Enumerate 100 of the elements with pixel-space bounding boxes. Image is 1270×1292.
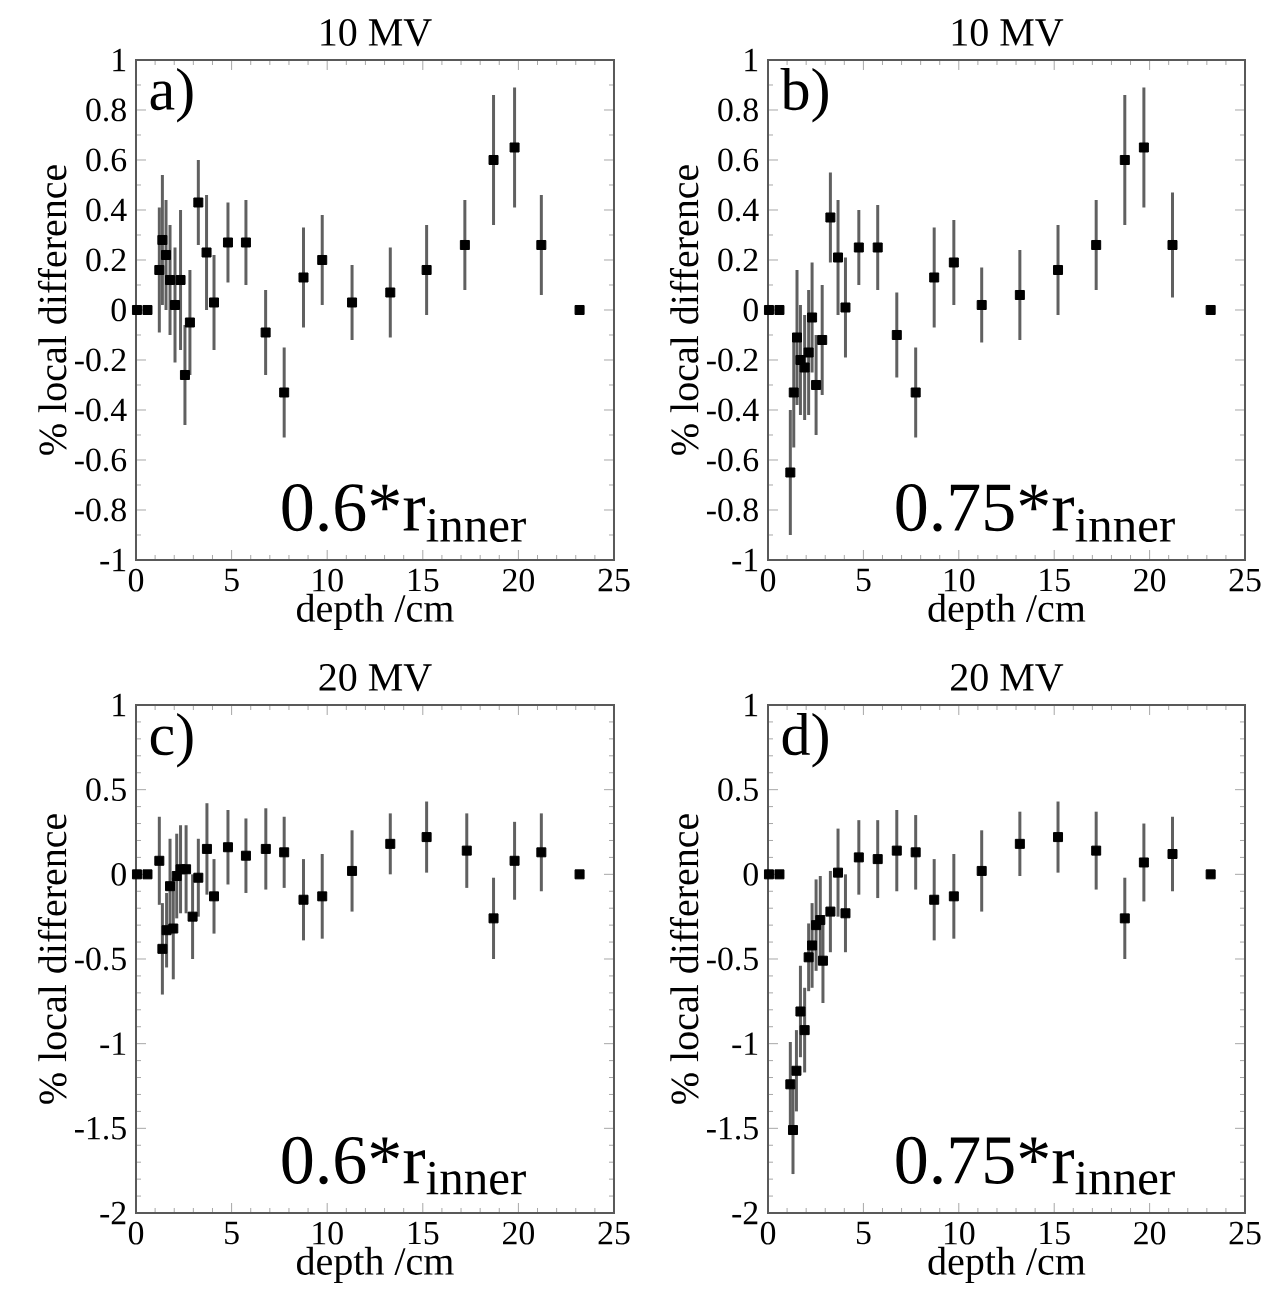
x-axis-title: depth /cm <box>296 1246 454 1284</box>
y-axis-title: % local difference <box>37 165 67 455</box>
x-tick-label: 15 <box>408 1221 439 1245</box>
point <box>193 872 204 883</box>
point <box>298 894 309 905</box>
point <box>763 869 774 880</box>
point <box>774 304 785 315</box>
annotation: d) <box>782 713 828 768</box>
x-tick-label: 15 <box>1040 1221 1070 1245</box>
chart-title: 10 MV <box>952 18 1064 47</box>
point <box>872 242 883 253</box>
point <box>187 911 198 922</box>
point <box>574 869 585 880</box>
y-tick-label: 0.2 <box>86 248 126 272</box>
y-tick-label: 1 <box>113 48 126 72</box>
point <box>346 297 357 308</box>
point <box>240 850 251 861</box>
point <box>1052 265 1063 275</box>
y-axis-title: % local difference <box>669 814 699 1104</box>
point <box>948 891 959 902</box>
point <box>142 869 153 880</box>
point <box>184 317 195 328</box>
x-axis-title: depth /cm <box>928 593 1086 631</box>
point <box>298 272 309 283</box>
point <box>787 1125 798 1136</box>
point <box>157 943 168 954</box>
x-tick-label: 20 <box>1134 1221 1166 1245</box>
point <box>976 865 987 876</box>
point <box>421 832 432 843</box>
point <box>260 327 271 338</box>
y-tick-label: -0.5 <box>706 947 758 971</box>
point <box>929 894 940 905</box>
point <box>142 304 153 315</box>
point <box>164 274 175 285</box>
y-tick-label: -1.5 <box>706 1116 758 1140</box>
point <box>488 155 499 165</box>
point <box>509 142 520 153</box>
point <box>208 297 219 308</box>
chart-title: 20 MV <box>950 663 1064 692</box>
annotation: b) <box>780 67 828 123</box>
point <box>825 212 836 223</box>
point <box>179 370 190 380</box>
y-tick-label: 0.8 <box>86 98 126 122</box>
x-tick-label: 25 <box>598 568 630 592</box>
point <box>785 1079 796 1090</box>
x-tick-label: 20 <box>1134 568 1166 592</box>
point <box>157 234 168 245</box>
point <box>806 312 817 323</box>
x-tick-label: 15 <box>408 568 439 592</box>
point <box>825 906 836 917</box>
point <box>1014 838 1025 849</box>
y-tick-label: -1 <box>100 1032 126 1055</box>
y-tick-label: -0.6 <box>706 448 759 472</box>
point <box>181 864 191 875</box>
point <box>1167 849 1178 860</box>
point <box>840 302 851 313</box>
point <box>910 387 921 398</box>
y-tick-label: -2 <box>732 1201 758 1225</box>
point <box>509 855 520 866</box>
x-tick-label: 5 <box>225 1221 239 1245</box>
point <box>131 869 142 880</box>
y-tick-label: 0.5 <box>86 778 126 802</box>
x-tick-label: 5 <box>856 1221 871 1245</box>
point <box>1205 869 1216 880</box>
y-tick-label: -0.6 <box>74 448 127 472</box>
point <box>795 1006 806 1017</box>
point <box>1119 913 1130 924</box>
point <box>929 272 940 283</box>
x-tick-label: 10 <box>313 568 343 592</box>
point <box>459 239 470 250</box>
y-tick-label: -0.2 <box>706 348 758 372</box>
annotation: 0.6*r$_{inner}$ <box>282 1136 526 1195</box>
point <box>461 845 472 856</box>
y-axis-title: % local difference <box>37 814 67 1104</box>
x-tick-label: 25 <box>1229 568 1261 592</box>
x-tick-label: 25 <box>598 1221 630 1245</box>
point <box>317 891 328 902</box>
y-tick-label: 0.5 <box>718 778 758 802</box>
point <box>1119 155 1130 165</box>
x-tick-label: 5 <box>856 568 871 592</box>
point <box>853 242 864 253</box>
point <box>891 845 902 856</box>
y-tick-label: -1 <box>732 1032 758 1055</box>
point <box>891 329 902 340</box>
y-tick-label: -0.8 <box>74 498 126 522</box>
y-tick-label: 0.8 <box>718 98 758 122</box>
x-tick-label: 0 <box>128 568 144 592</box>
point <box>279 387 290 398</box>
y-tick-label: 0.2 <box>718 248 758 272</box>
point <box>1138 857 1149 868</box>
point <box>810 379 821 390</box>
point <box>385 838 396 849</box>
x-tick-label: 10 <box>944 1221 975 1245</box>
point <box>201 843 212 854</box>
x-tick-label: 15 <box>1040 568 1070 592</box>
point <box>222 237 233 248</box>
y-tick-label: -0.4 <box>706 398 759 422</box>
point <box>763 304 774 315</box>
point <box>948 257 959 268</box>
point <box>160 249 171 260</box>
